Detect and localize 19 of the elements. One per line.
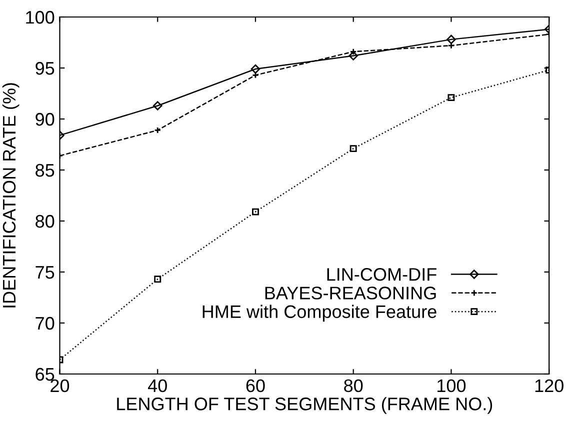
x-tick-label: 100 <box>438 379 466 392</box>
y-tick-label: 65 <box>36 368 54 381</box>
legend-label: HME with Composite Feature <box>202 304 436 322</box>
legend-label: BAYES-REASONING <box>265 286 436 300</box>
y-tick-label: 70 <box>36 316 54 330</box>
x-axis-title: LENGTH OF TEST SEGMENTS (FRAME NO.) <box>117 397 492 414</box>
x-tick-label: 60 <box>246 379 265 392</box>
y-tick-label: 100 <box>26 10 54 24</box>
x-tick-label: 20 <box>50 379 70 392</box>
legend-label: LIN-COM-DIF <box>327 268 436 281</box>
x-tick-label: 80 <box>344 379 363 392</box>
y-tick-label: 85 <box>36 164 54 177</box>
y-tick-label: 75 <box>36 266 54 279</box>
y-tick-label: 95 <box>36 62 54 75</box>
y-tick-label: 90 <box>36 112 54 126</box>
x-tick-label: 120 <box>535 379 564 392</box>
x-tick-label: 40 <box>148 379 167 392</box>
y-axis-title: IDENTIFICATION RATE (%) <box>2 83 20 308</box>
y-tick-label: 80 <box>36 214 54 228</box>
